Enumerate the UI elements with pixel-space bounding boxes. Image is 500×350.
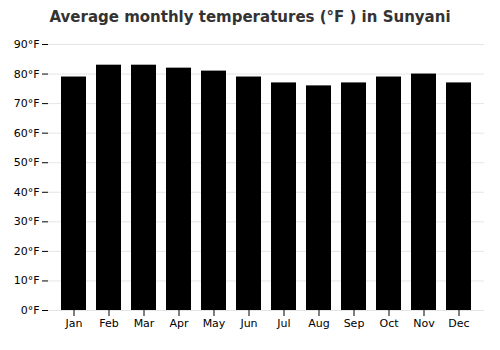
- svg-text:Dec: Dec: [448, 317, 469, 330]
- svg-text:Nov: Nov: [413, 317, 435, 330]
- html-text:Average monthly temperatures (: Average monthly temperatures (°F ) in Su…: [49, 8, 451, 26]
- svg-text:Aug: Aug: [308, 317, 329, 330]
- svg-text:Apr: Apr: [169, 317, 189, 330]
- svg-text:30°F: 30°F: [14, 215, 40, 228]
- svg-text:10°F: 10°F: [14, 274, 40, 287]
- svg-text:Jan: Jan: [65, 317, 83, 330]
- svg-text:60°F: 60°F: [14, 127, 40, 140]
- svg-text:Sep: Sep: [344, 317, 365, 330]
- svg-text:Mar: Mar: [134, 317, 155, 330]
- svg-text:Feb: Feb: [99, 317, 118, 330]
- svg-text:May: May: [203, 317, 226, 330]
- svg-text:0°F: 0°F: [21, 304, 40, 317]
- svg-text:80°F: 80°F: [14, 68, 40, 81]
- svg-text:Jun: Jun: [239, 317, 257, 330]
- svg-text:70°F: 70°F: [14, 97, 40, 110]
- svg-text:40°F: 40°F: [14, 186, 40, 199]
- svg-text:Oct: Oct: [379, 317, 399, 330]
- svg-text:50°F: 50°F: [14, 156, 40, 169]
- svg-text:20°F: 20°F: [14, 245, 40, 258]
- svg-text:90°F: 90°F: [14, 38, 40, 51]
- svg-text:Jul: Jul: [276, 317, 290, 330]
